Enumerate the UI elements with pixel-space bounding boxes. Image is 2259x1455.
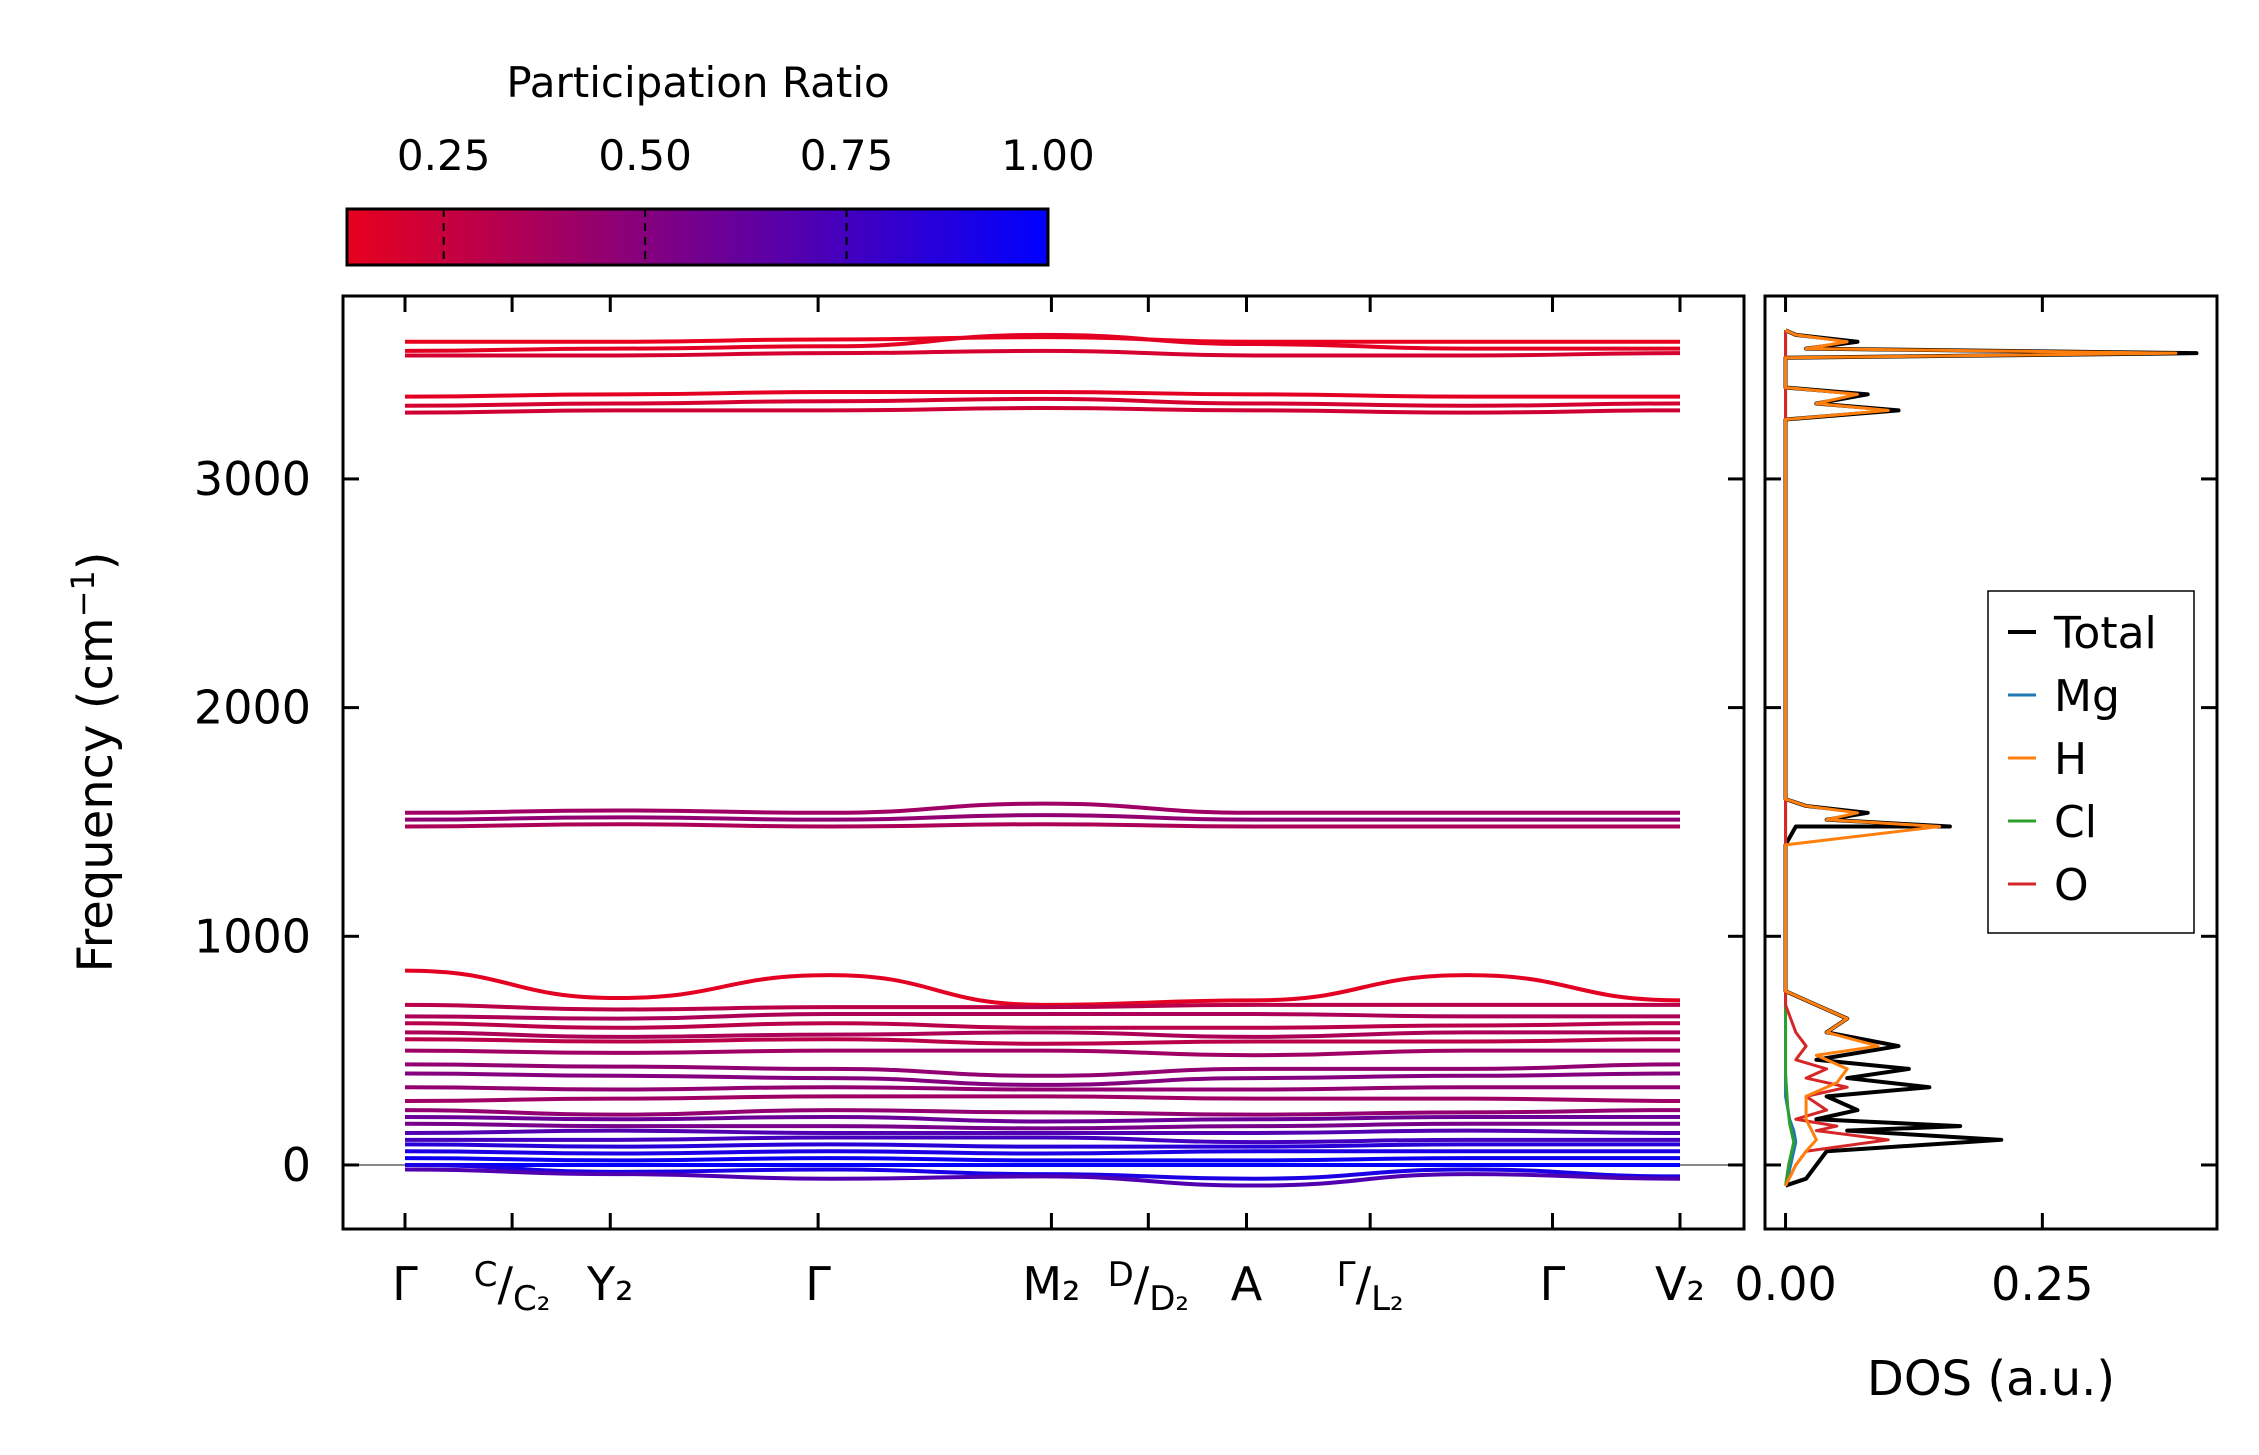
kpoint-label: Γ — [392, 1257, 418, 1311]
band-line — [405, 348, 1681, 358]
band-line — [404, 1156, 1680, 1163]
legend-box — [1987, 590, 2195, 934]
kpoint-label: Γ/L₂ — [1337, 1255, 1404, 1319]
colorbar-ticks: 0.25 0.50 0.75 1.00 — [397, 131, 1095, 265]
y-tick-label: 0 — [282, 1138, 311, 1192]
kpoint-label: C/C₂ — [474, 1255, 551, 1319]
colorbar: Participation Ratio 0.25 0.50 0.75 1.00 — [345, 58, 1095, 267]
band-y-ticks: 0 1000 2000 3000 — [194, 452, 1744, 1192]
dos-lines — [1783, 328, 2199, 1188]
dos-panel: 0.00 0.25 DOS (a.u.) Total Mg H Cl O — [1734, 294, 2219, 1407]
band-line — [404, 968, 1681, 1007]
band-line — [404, 1048, 1680, 1058]
kpoint-label-pre: C — [474, 1255, 498, 1295]
colorbar-tick-label: 1.00 — [1001, 131, 1095, 180]
band-line — [404, 1149, 1680, 1156]
band-line — [404, 1030, 1680, 1039]
kpoint-label-slash: / — [1134, 1257, 1150, 1311]
kpoint-label: V₂ — [1655, 1257, 1705, 1311]
y-tick-label: 3000 — [194, 452, 311, 506]
kpoint-label: Γ — [805, 1257, 831, 1311]
kpoint-label: D/D₂ — [1108, 1255, 1190, 1319]
band-line — [404, 1167, 1681, 1188]
dos-x-tick-label: 0.25 — [1991, 1257, 2093, 1311]
legend-label: Cl — [2054, 797, 2097, 848]
dos-axes-frame — [1763, 294, 2219, 1231]
band-line — [404, 396, 1681, 408]
band-line — [404, 1114, 1680, 1124]
legend-label: Mg — [2054, 671, 2120, 722]
band-line — [404, 1071, 1681, 1087]
kpoint-label: Y₂ — [586, 1257, 634, 1311]
band-line — [404, 1094, 1681, 1103]
colorbar-tick-label: 0.75 — [800, 131, 894, 180]
legend-items: Total Mg H Cl O — [2008, 608, 2157, 911]
colorbar-tick-label: 0.50 — [598, 131, 692, 180]
y-tick-label: 1000 — [194, 909, 311, 963]
legend-label: O — [2054, 860, 2089, 911]
dos-x-tick-label: 0.00 — [1734, 1257, 1836, 1311]
y-axis-label-main: Frequency (cm — [68, 617, 124, 972]
band-line — [404, 1021, 1681, 1030]
kpoint-label-sub: C₂ — [513, 1279, 550, 1319]
kpoint-label-sub: L₂ — [1371, 1279, 1404, 1319]
dos-series-o — [1784, 330, 1890, 1187]
band-line — [404, 1108, 1681, 1117]
kpoint-label-sub: D₂ — [1149, 1279, 1189, 1319]
colorbar-label: Participation Ratio — [506, 58, 889, 107]
band-line — [404, 1162, 1681, 1181]
y-axis-label: Frequency (cm−1) — [64, 551, 124, 972]
band-line — [405, 335, 1680, 344]
y-axis-label-sup: −1 — [64, 570, 102, 617]
band-line — [404, 1062, 1681, 1078]
band-line — [404, 1037, 1681, 1046]
kpoint-label: M₂ — [1022, 1257, 1080, 1311]
dos-ticks: 0.00 0.25 — [1734, 296, 2217, 1311]
colorbar-gradient — [345, 207, 1050, 267]
band-line — [404, 1012, 1680, 1021]
dos-x-axis-label: DOS (a.u.) — [1867, 1351, 2115, 1407]
legend-label: Total — [2053, 608, 2157, 659]
band-line — [404, 1121, 1680, 1131]
band-line — [404, 390, 1680, 399]
band-line — [404, 1142, 1680, 1149]
band-line — [404, 813, 1680, 822]
band-axes-frame — [341, 294, 1746, 1231]
band-line — [404, 332, 1680, 353]
kpoint-label: A — [1231, 1257, 1263, 1311]
band-line — [404, 1002, 1680, 1012]
legend-label: H — [2054, 734, 2087, 785]
kpoint-label: Γ — [1540, 1257, 1566, 1311]
colorbar-tick-label: 0.25 — [397, 131, 491, 180]
band-line — [404, 822, 1680, 829]
kpoint-label-pre: Γ — [1337, 1255, 1356, 1295]
dos-series-h — [1784, 328, 2178, 1187]
dos-series-cl — [1784, 330, 1796, 1186]
kpoint-label-slash: / — [1356, 1257, 1372, 1311]
band-line — [404, 1085, 1680, 1092]
band-line — [404, 406, 1681, 415]
band-lines — [404, 332, 1681, 1188]
y-tick-label: 2000 — [194, 681, 311, 735]
kpoint-label-pre: D — [1108, 1255, 1134, 1295]
band-line — [404, 1128, 1681, 1135]
legend: Total Mg H Cl O — [1987, 590, 2195, 934]
band-x-ticks: Γ C/C₂ Y₂ Γ M₂ D/D₂ A Γ/L₂ Γ V₂ — [392, 296, 1705, 1319]
band-line — [404, 801, 1680, 815]
kpoint-label-slash: / — [498, 1257, 514, 1311]
y-axis-label-suffix: ) — [68, 551, 124, 570]
band-line — [405, 1135, 1680, 1145]
